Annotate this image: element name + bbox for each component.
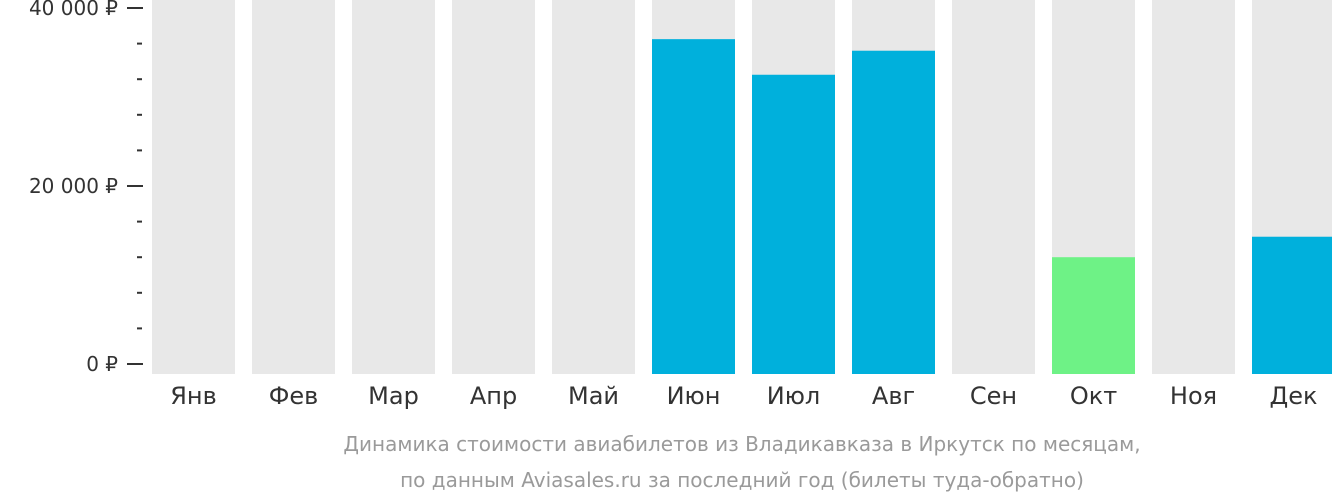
bar-8[interactable] xyxy=(852,50,935,374)
y-tick-label: 40 000 ₽ xyxy=(29,0,118,20)
x-tick-label: Фев xyxy=(269,382,319,410)
x-axis: Янв Фев Мар Апр Май Июн Июл Авг Сен Окт Ноя Дек xyxy=(170,382,1317,410)
x-tick-label: Дек xyxy=(1269,382,1317,410)
bar-background xyxy=(452,0,535,374)
value-bars xyxy=(652,39,1332,375)
x-tick-label: Янв xyxy=(170,382,217,410)
y-tick-label: 20 000 ₽ xyxy=(29,174,118,198)
bar-background xyxy=(352,0,435,374)
x-tick-label: Сен xyxy=(970,382,1017,410)
bar-background xyxy=(252,0,335,374)
bar-background xyxy=(1152,0,1235,374)
chart-caption-line-2: по данным Aviasales.ru за последний год … xyxy=(400,468,1084,492)
x-tick-label: Окт xyxy=(1070,382,1117,410)
bar-background xyxy=(552,0,635,374)
bar-7[interactable] xyxy=(752,74,835,374)
x-tick-label: Апр xyxy=(470,382,517,410)
x-tick-label: Май xyxy=(568,382,619,410)
x-tick-label: Авг xyxy=(872,382,915,410)
chart-caption-line-1: Динамика стоимости авиабилетов из Владик… xyxy=(343,432,1140,456)
x-tick-label: Мар xyxy=(368,382,419,410)
x-tick-label: Ноя xyxy=(1170,382,1217,410)
bar-6[interactable] xyxy=(652,39,735,375)
y-axis: 0 ₽ 20 000 ₽ 40 000 ₽ xyxy=(29,0,143,376)
x-tick-label: Июн xyxy=(667,382,721,410)
y-tick-label: 0 ₽ xyxy=(86,352,118,376)
bar-background xyxy=(152,0,235,374)
x-tick-label: Июл xyxy=(767,382,821,410)
bar-12[interactable] xyxy=(1252,236,1332,374)
background-bars xyxy=(152,0,1332,374)
bar-10[interactable] xyxy=(1052,257,1135,374)
bar-background xyxy=(952,0,1035,374)
